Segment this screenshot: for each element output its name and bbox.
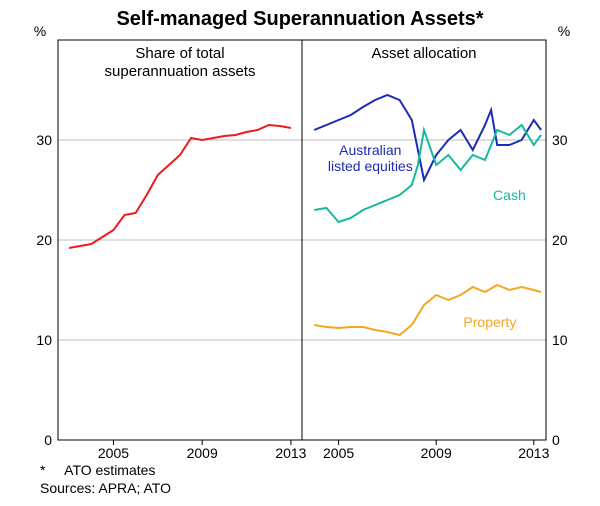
label-cash: Cash bbox=[493, 187, 526, 203]
svg-text:2005: 2005 bbox=[98, 445, 129, 461]
svg-text:10: 10 bbox=[552, 332, 568, 348]
svg-text:30: 30 bbox=[36, 132, 52, 148]
svg-text:2013: 2013 bbox=[275, 445, 306, 461]
svg-text:10: 10 bbox=[36, 332, 52, 348]
svg-text:2009: 2009 bbox=[187, 445, 218, 461]
label-property: Property bbox=[463, 314, 516, 330]
svg-text:2005: 2005 bbox=[323, 445, 354, 461]
chart-svg: 00101020203030%%200520092013200520092013… bbox=[0, 0, 600, 506]
footnote: * ATO estimates bbox=[40, 462, 155, 478]
svg-text:30: 30 bbox=[552, 132, 568, 148]
chart-title: Self-managed Superannuation Assets* bbox=[0, 8, 600, 31]
footnote-text: ATO estimates bbox=[64, 462, 155, 478]
svg-text:2013: 2013 bbox=[518, 445, 549, 461]
sources-text: Sources: APRA; ATO bbox=[40, 480, 171, 496]
svg-text:2009: 2009 bbox=[421, 445, 452, 461]
svg-text:Share of total: Share of total bbox=[135, 45, 224, 62]
series-share bbox=[69, 125, 291, 248]
svg-text:0: 0 bbox=[552, 432, 560, 448]
svg-text:Asset allocation: Asset allocation bbox=[371, 45, 476, 62]
chart-container: Self-managed Superannuation Assets* 0 0 10… bbox=[0, 0, 600, 506]
label-equities: Australian bbox=[339, 142, 401, 158]
svg-text:20: 20 bbox=[552, 232, 568, 248]
label-equities: listed equities bbox=[328, 158, 413, 174]
svg-text:0: 0 bbox=[44, 432, 52, 448]
svg-text:20: 20 bbox=[36, 232, 52, 248]
svg-text:superannuation assets: superannuation assets bbox=[105, 63, 256, 80]
footnote-marker: * bbox=[40, 462, 45, 478]
